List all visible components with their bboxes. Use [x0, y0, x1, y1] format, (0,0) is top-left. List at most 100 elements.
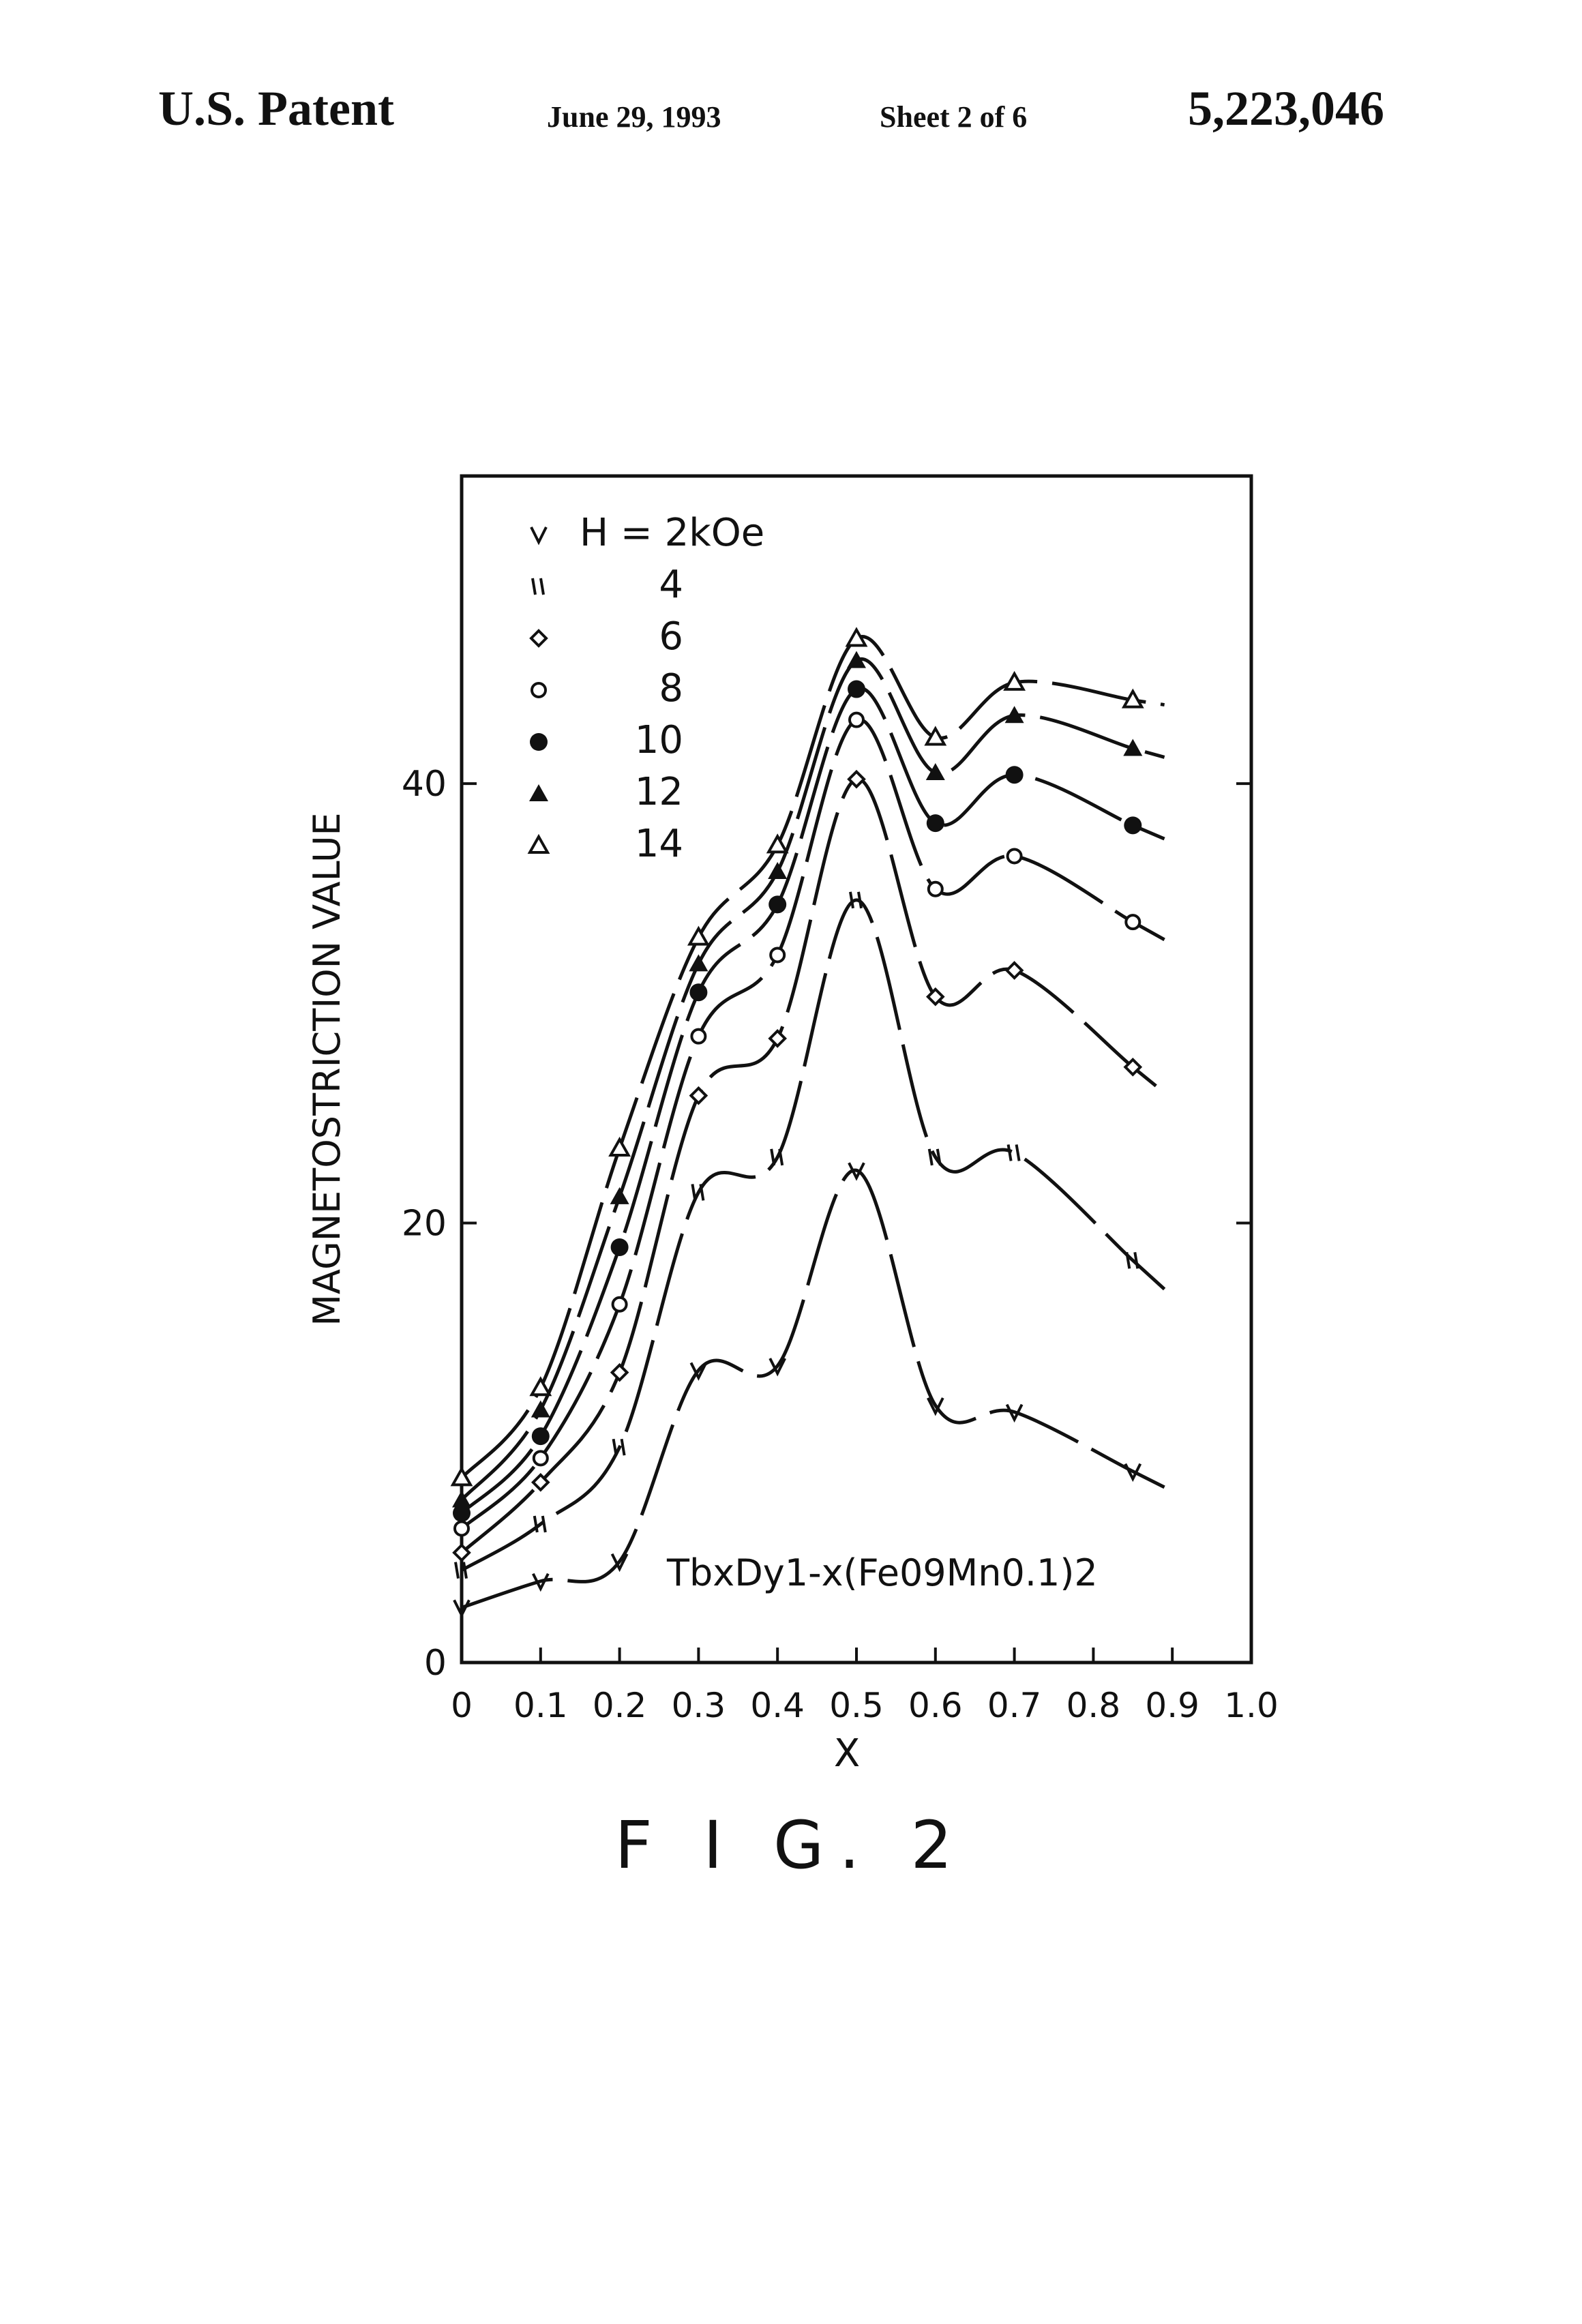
legend-marker	[531, 682, 547, 698]
series-line	[460, 686, 1165, 1515]
data-point	[612, 1438, 626, 1456]
data-point	[1003, 670, 1026, 691]
series-12	[452, 651, 1165, 1508]
data-point	[687, 925, 710, 946]
axis-layer: 0 0.1 0.2 0.3 0.4 0.5 0.6 0.7 0.8 0.9 1.0 0 20 40	[402, 764, 1279, 1725]
data-point	[925, 763, 945, 780]
y-tick-label: 20	[402, 1204, 447, 1245]
data-point	[848, 711, 865, 728]
series-10	[453, 680, 1165, 1522]
legend-marker	[530, 526, 548, 546]
data-point	[927, 1148, 942, 1166]
data-point	[927, 1397, 944, 1416]
x-axis-label: X	[834, 1731, 860, 1776]
data-point	[768, 862, 788, 879]
data-point	[924, 726, 947, 746]
x-tick-label: 0	[451, 1686, 473, 1725]
legend-label: 4	[659, 563, 683, 607]
data-point	[925, 987, 945, 1007]
data-point	[768, 1358, 786, 1377]
legend-label: 6	[659, 614, 683, 659]
legend-marker	[527, 833, 550, 854]
data-point	[689, 983, 708, 1002]
legend-label: 12	[635, 770, 683, 814]
data-point	[1124, 914, 1141, 931]
data-point	[452, 1490, 471, 1508]
sheet-number: Sheet 2 of 6	[880, 100, 1028, 134]
data-point	[610, 1238, 629, 1256]
y-tick-label: 40	[402, 764, 447, 805]
data-point	[849, 891, 863, 909]
data-point	[1121, 688, 1144, 709]
series-line	[460, 777, 1166, 1554]
series-line	[461, 1168, 1165, 1609]
series-4	[454, 891, 1166, 1579]
series-h-2koe	[453, 1162, 1165, 1618]
data-point	[1125, 1252, 1139, 1269]
x-tick-label: 0.1	[513, 1686, 568, 1725]
data-point	[531, 1472, 550, 1492]
data-point	[689, 1362, 708, 1381]
data-point	[531, 1400, 550, 1418]
data-point	[1123, 1057, 1143, 1077]
data-point	[926, 814, 944, 833]
x-tick-label: 0.2	[593, 1686, 647, 1725]
data-point	[454, 1562, 468, 1579]
data-point	[452, 1543, 471, 1562]
data-point	[529, 1376, 552, 1397]
data-point	[770, 1148, 784, 1166]
data-point	[1124, 816, 1142, 835]
patent-date: June 29, 1993	[547, 100, 721, 134]
data-point	[611, 1296, 628, 1313]
data-point	[690, 1028, 707, 1045]
data-point	[847, 651, 866, 668]
data-point	[1005, 766, 1024, 784]
data-point	[531, 1427, 550, 1446]
legend-marker	[531, 578, 545, 595]
series-line	[460, 717, 1165, 1530]
data-point	[1005, 1403, 1024, 1423]
data-point	[1006, 848, 1023, 865]
y-tick-label: 0	[424, 1643, 447, 1684]
patent-number: 5,223,046	[1188, 81, 1384, 136]
series-line	[460, 898, 1166, 1572]
data-point	[450, 1466, 473, 1487]
series-6	[452, 769, 1166, 1562]
data-point	[608, 1136, 631, 1157]
data-point	[847, 769, 866, 789]
data-point	[1124, 1463, 1142, 1483]
legend-marker	[529, 629, 548, 648]
data-point	[1004, 706, 1024, 724]
legend-label: H = 2kOe	[580, 511, 764, 555]
patent-label: U.S. Patent	[158, 81, 394, 136]
chart-legend: H = 2kOe 4 6 8 10 12 14	[527, 511, 764, 866]
data-point	[610, 1553, 629, 1573]
series-layer	[450, 627, 1166, 1618]
x-tick-label: 0.9	[1145, 1686, 1199, 1725]
legend-label: 10	[635, 718, 683, 762]
data-point	[453, 1504, 471, 1522]
x-tick-label: 1.0	[1224, 1686, 1279, 1725]
legend-label: 14	[635, 822, 683, 866]
legend-marker	[530, 733, 548, 751]
x-tick-label: 0.7	[987, 1686, 1042, 1725]
y-axis-label: MAGNETOSTRICTION VALUE	[305, 812, 348, 1326]
data-point	[927, 880, 944, 897]
data-point	[532, 1573, 550, 1592]
x-tick-label: 0.4	[750, 1686, 805, 1725]
data-point	[610, 1187, 629, 1204]
data-point	[1004, 961, 1024, 980]
x-tick-label: 0.6	[908, 1686, 963, 1725]
data-point	[689, 1086, 708, 1105]
data-point	[453, 1520, 470, 1537]
data-point	[768, 1029, 788, 1048]
legend-label: 8	[659, 666, 683, 711]
x-tick-label: 0.5	[829, 1686, 884, 1725]
series-line	[460, 657, 1165, 1502]
data-point	[769, 947, 786, 964]
figure-caption: F I G. 2	[614, 1807, 968, 1883]
x-tick-label: 0.3	[672, 1686, 726, 1725]
data-point	[533, 1515, 547, 1533]
data-point	[1006, 1144, 1021, 1161]
